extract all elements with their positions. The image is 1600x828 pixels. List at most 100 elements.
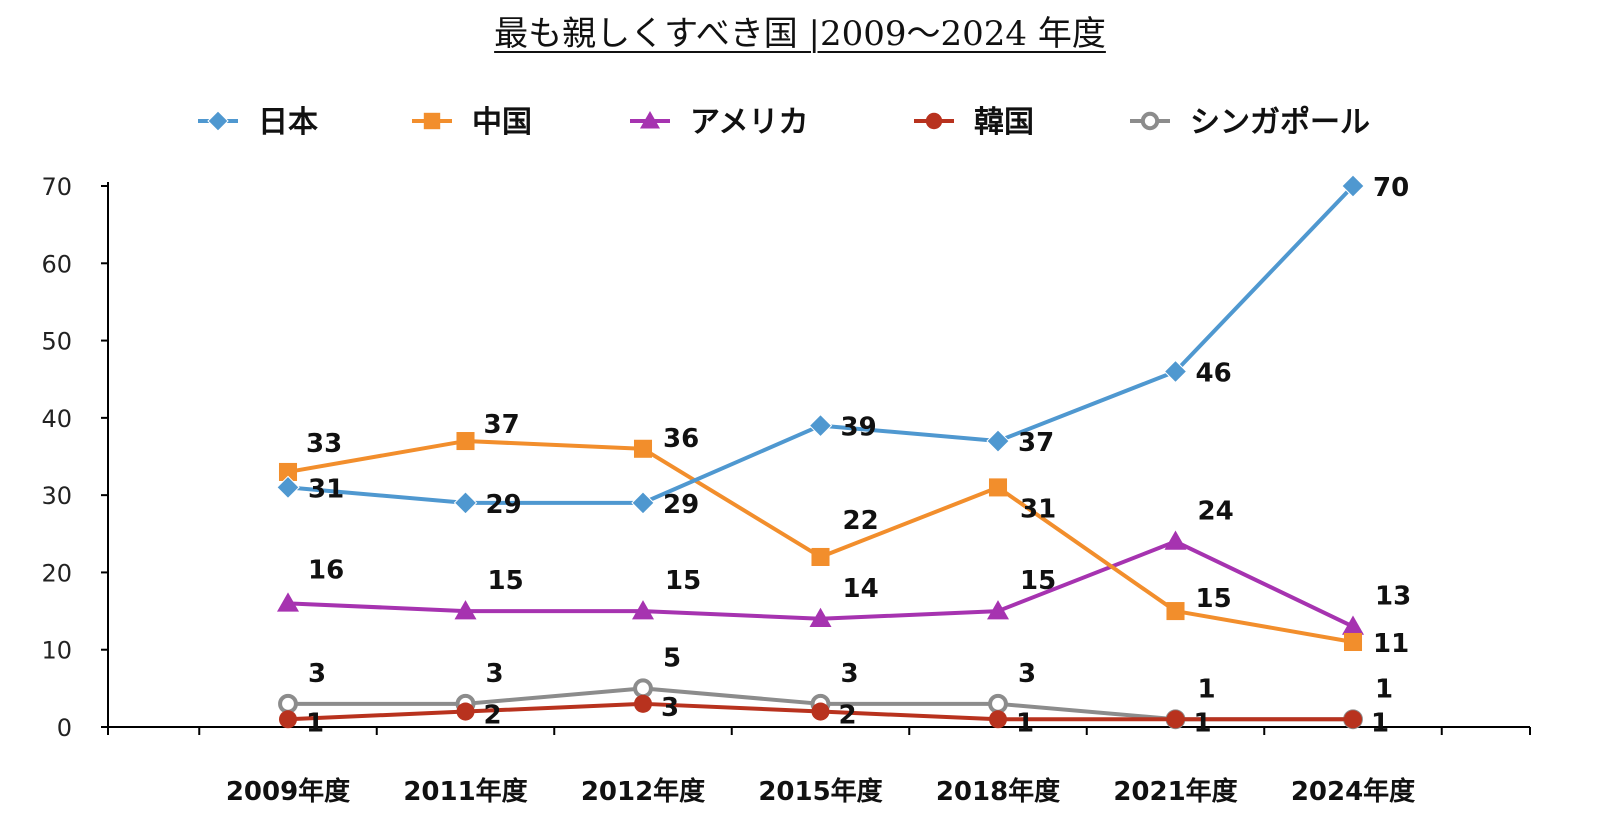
- y-tick-label: 40: [41, 405, 72, 433]
- data-point: [633, 678, 653, 699]
- data-label: 15: [1020, 566, 1056, 596]
- data-point: [276, 475, 300, 500]
- data-point: [988, 693, 1008, 714]
- legend: 日本 中国 アメリカ 韓国 シンガポール: [198, 105, 1370, 140]
- data-label: 1: [1194, 708, 1212, 738]
- legend-label: シンガポール: [1190, 105, 1370, 140]
- data-point: [633, 439, 653, 458]
- legend-marker: [1140, 111, 1160, 131]
- legend-item-2: アメリカ: [630, 105, 809, 140]
- x-tick-label: 2009年度: [226, 776, 350, 807]
- data-label: 29: [486, 490, 522, 520]
- data-label: 16: [308, 555, 344, 585]
- data-label: 13: [1375, 582, 1411, 612]
- data-point: [454, 600, 477, 620]
- data-point: [987, 600, 1009, 620]
- data-point: [278, 462, 298, 481]
- data-label: 3: [308, 659, 326, 689]
- series-layer: [276, 174, 1365, 730]
- data-point: [808, 413, 833, 438]
- data-label: 2: [484, 701, 502, 731]
- data-label: 31: [1020, 494, 1056, 524]
- x-tick-label: 2015年度: [758, 776, 882, 807]
- legend-marker: [640, 111, 660, 129]
- data-point: [1163, 359, 1188, 384]
- data-label: 37: [484, 410, 520, 440]
- y-tick-label: 60: [41, 250, 72, 278]
- data-label: 1: [1198, 674, 1216, 704]
- legend-item-4: シンガポール: [1130, 105, 1370, 140]
- data-label: 24: [1198, 497, 1234, 527]
- data-point: [1166, 602, 1185, 621]
- y-tick-label: 10: [41, 637, 72, 665]
- data-label: 37: [1018, 428, 1054, 458]
- legend-label: 韓国: [974, 105, 1034, 140]
- data-label: 3: [661, 693, 679, 723]
- x-tick-label: 2024年度: [1291, 776, 1415, 807]
- data-point: [456, 702, 475, 721]
- data-label: 3: [841, 659, 859, 689]
- legend-marker: [207, 110, 229, 132]
- data-point: [811, 547, 830, 566]
- legend-label: アメリカ: [690, 105, 809, 140]
- legend-marker: [925, 112, 943, 130]
- data-label: 31: [308, 474, 344, 504]
- data-label: 2: [839, 701, 857, 731]
- series-3: [278, 694, 1363, 729]
- data-label: 11: [1373, 629, 1409, 659]
- data-point: [277, 592, 299, 612]
- data-point: [278, 693, 298, 714]
- data-label: 15: [665, 566, 701, 596]
- y-tick-label: 30: [41, 482, 72, 510]
- data-point: [1166, 710, 1185, 729]
- data-label: 39: [841, 413, 877, 443]
- data-point: [456, 432, 475, 451]
- legend-item-3: 韓国: [914, 105, 1034, 140]
- legend-label: 日本: [258, 105, 318, 140]
- data-point: [1342, 615, 1364, 635]
- data-label: 29: [663, 490, 699, 520]
- data-label: 1: [1016, 708, 1034, 738]
- legend-item-1: 中国: [412, 105, 532, 140]
- data-point: [1164, 530, 1187, 550]
- data-point: [453, 491, 478, 515]
- data-point: [632, 600, 654, 620]
- legend-item-0: 日本: [198, 105, 318, 140]
- series-2: [277, 530, 1364, 635]
- legend-label: 中国: [472, 105, 532, 140]
- data-point: [1341, 174, 1365, 198]
- data-label: 1: [306, 708, 324, 738]
- data-point: [986, 429, 1010, 453]
- data-point: [811, 702, 830, 721]
- data-label: 70: [1373, 173, 1409, 203]
- y-tick-label: 0: [57, 714, 72, 742]
- data-point: [278, 710, 298, 729]
- series-1: [278, 432, 1363, 652]
- data-point: [988, 710, 1008, 729]
- x-tick-label: 2021年度: [1113, 776, 1237, 807]
- data-point: [1343, 632, 1363, 652]
- data-point: [1343, 710, 1363, 729]
- data-label: 36: [663, 424, 699, 454]
- x-tick-label: 2018年度: [936, 776, 1060, 807]
- data-label: 5: [663, 643, 681, 673]
- data-label: 33: [306, 429, 342, 459]
- data-label: 1: [1371, 708, 1389, 738]
- data-label: 15: [488, 566, 524, 596]
- x-tick-label: 2011年度: [403, 776, 527, 807]
- data-label: 15: [1196, 584, 1232, 614]
- data-label: 14: [843, 574, 879, 604]
- data-label: 1: [1375, 674, 1393, 704]
- data-point: [988, 478, 1008, 497]
- y-tick-label: 70: [41, 173, 72, 201]
- data-point: [633, 694, 653, 713]
- series-line: [287, 184, 1355, 505]
- data-label: 3: [486, 659, 504, 689]
- y-tick-label: 50: [41, 328, 72, 356]
- data-label: 46: [1196, 358, 1232, 388]
- y-tick-label: 20: [41, 559, 72, 587]
- series-0: [276, 174, 1365, 515]
